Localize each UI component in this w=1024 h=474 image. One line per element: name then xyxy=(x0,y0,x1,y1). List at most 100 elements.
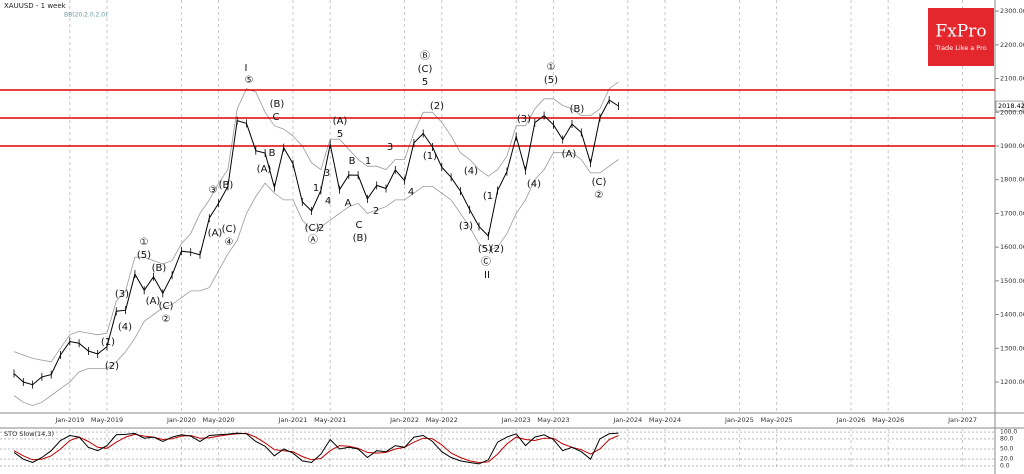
wave-label: C xyxy=(356,220,363,231)
wave-label: (5) xyxy=(544,75,558,86)
x-tick-label: Jan-2020 xyxy=(166,416,196,424)
y-tick-label: 0.0 xyxy=(1000,462,1010,469)
wave-label: B xyxy=(269,148,276,159)
wave-label: (C) xyxy=(159,301,174,312)
y-tick-label: 1700.00 xyxy=(1000,209,1024,217)
wave-label: (A) xyxy=(562,149,577,160)
last-price-tag xyxy=(995,100,1024,112)
logo-box xyxy=(928,8,994,66)
x-tick-label: Jan-2023 xyxy=(501,416,531,424)
wave-label: (C) xyxy=(305,223,320,234)
wave-label: ① xyxy=(547,62,556,73)
y-tick-label: 2300.00 xyxy=(1000,7,1024,15)
logo-name: FxPro xyxy=(935,22,986,42)
wave-label: ② xyxy=(162,314,171,325)
y-tick-label: 1600.00 xyxy=(1000,243,1024,251)
last-price-label: 2018.42 xyxy=(998,102,1024,110)
wave-label: Ⓐ xyxy=(308,234,318,246)
y-tick-label: 2100.00 xyxy=(1000,75,1024,83)
wave-label: (2) xyxy=(430,101,444,112)
band-lower xyxy=(13,152,619,407)
wave-label: (A) xyxy=(257,164,272,175)
wave-label: (5) xyxy=(137,250,151,261)
wave-label: (A) xyxy=(146,296,161,307)
y-tick-label: 2200.00 xyxy=(1000,41,1024,49)
wave-label: (4) xyxy=(464,166,478,177)
wave-label: 1 xyxy=(365,156,371,167)
wave-label: 3 xyxy=(387,142,393,153)
wave-label: (3) xyxy=(459,221,473,232)
wave-label: (B) xyxy=(219,180,234,191)
wave-label: (4) xyxy=(118,322,132,333)
wave-label: (A) xyxy=(208,228,223,239)
chart-title: XAUUSD - 1 week xyxy=(4,2,67,10)
wave-label: 3 xyxy=(324,168,330,179)
wave-label: 2 xyxy=(373,206,379,217)
y-tick-label: 1200.00 xyxy=(1000,378,1024,386)
wave-label: ① xyxy=(140,237,149,248)
wave-label: 2 xyxy=(318,223,324,234)
wave-label: (C) xyxy=(418,64,433,75)
wave-label: (1) xyxy=(101,337,115,348)
y-tick-label: 1500.00 xyxy=(1000,277,1024,285)
wave-label: (2) xyxy=(105,361,119,372)
sto-signal xyxy=(13,432,619,464)
wave-label: (B) xyxy=(570,104,585,115)
band-upper xyxy=(13,81,619,363)
wave-label: (A) xyxy=(333,116,348,127)
plot xyxy=(0,81,1024,465)
wave-label: 4 xyxy=(325,196,331,207)
wave-label: (B) xyxy=(152,263,167,274)
wave-label: ④ xyxy=(225,237,234,248)
wave-label: (C) xyxy=(222,224,237,235)
wave-label: 4 xyxy=(408,187,414,198)
y-tick-label: 1400.00 xyxy=(1000,311,1024,319)
logo: FxPro Trade Like a Pro xyxy=(928,8,994,66)
wave-label: 5 xyxy=(422,77,428,88)
wave-label: 5 xyxy=(337,129,343,140)
wave-label: (1) xyxy=(423,151,437,162)
x-tick-label: May-2026 xyxy=(872,416,904,424)
sto-main xyxy=(13,432,619,465)
y-tick-label: 1300.00 xyxy=(1000,344,1024,352)
x-tick-label: May-2020 xyxy=(202,416,234,424)
grid xyxy=(0,0,999,470)
wave-label: B xyxy=(349,156,356,167)
x-tick-label: Jan-2027 xyxy=(947,416,977,424)
logo-slogan: Trade Like a Pro xyxy=(934,44,986,52)
wave-label: (C) xyxy=(592,177,607,188)
x-tick-label: May-2019 xyxy=(91,416,123,424)
x-tick-label: May-2022 xyxy=(426,416,458,424)
x-tick-label: Jan-2019 xyxy=(54,416,84,424)
y-tick-label: 2000.00 xyxy=(1000,108,1024,116)
x-tick-label: May-2024 xyxy=(649,416,681,424)
x-tick-label: May-2025 xyxy=(760,416,792,424)
x-tick-label: Jan-2025 xyxy=(724,416,754,424)
x-tick-label: Jan-2024 xyxy=(612,416,642,424)
labels: Jan-2019 May-2019 Jan-2020 May-2020 Jan-2021… xyxy=(54,7,1024,469)
y-tick-label: 80.0 xyxy=(1000,435,1014,442)
wave-label: C xyxy=(273,112,280,123)
wave-label: (3) xyxy=(517,114,531,125)
y-tick-label: 1900.00 xyxy=(1000,142,1024,150)
wave-label: (4) xyxy=(527,179,541,190)
wave-label: (1 xyxy=(483,191,493,202)
y-tick-label: 100.0 xyxy=(1000,429,1017,436)
wave-label: II xyxy=(484,270,490,281)
wave-label: Ⓒ xyxy=(481,256,491,268)
wave-label: (B) xyxy=(353,233,368,244)
wave-label: ⑤ xyxy=(245,75,254,86)
wave-label: (5) xyxy=(478,244,492,255)
indicator-label: BB(20,2.0,2.0) xyxy=(64,12,107,19)
wave-label: (3) xyxy=(115,289,129,300)
wave-label: A xyxy=(345,198,352,209)
x-tick-label: Jan-2026 xyxy=(836,416,866,424)
x-tick-label: Jan-2021 xyxy=(278,416,308,424)
x-tick-label: May-2023 xyxy=(537,416,569,424)
wave-label: (B) xyxy=(270,99,285,110)
y-tick-label: 1800.00 xyxy=(1000,176,1024,184)
price-line xyxy=(13,99,619,386)
x-tick-label: May-2021 xyxy=(314,416,346,424)
